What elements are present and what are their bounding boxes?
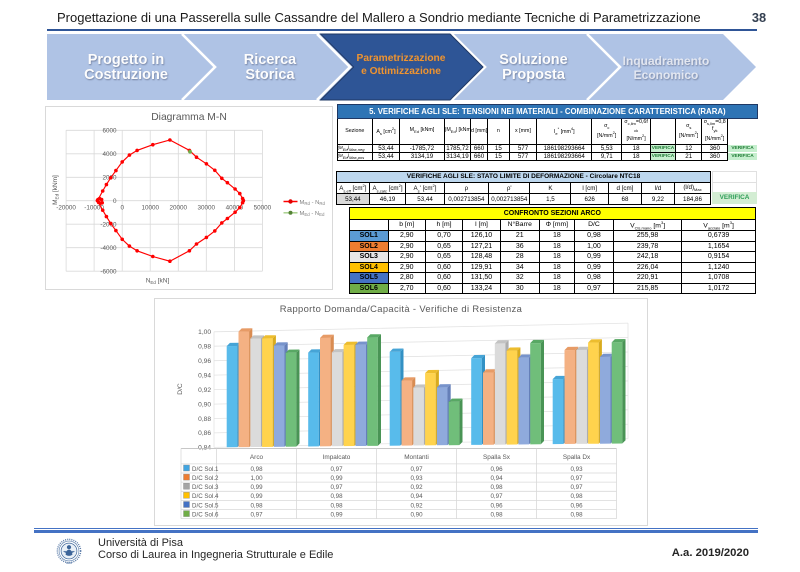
- svg-text:0,99: 0,99: [250, 493, 263, 500]
- svg-text:0,98: 0,98: [198, 344, 211, 351]
- svg-text:0: 0: [120, 205, 124, 212]
- svg-text:0,99: 0,99: [250, 484, 263, 491]
- svg-text:50000: 50000: [254, 205, 272, 212]
- svg-text:1,00: 1,00: [198, 329, 211, 336]
- svg-text:4000: 4000: [102, 151, 117, 158]
- svg-text:NEd [kN]: NEd [kN]: [146, 278, 170, 286]
- svg-text:D/C Sol.5: D/C Sol.5: [192, 502, 219, 509]
- svg-text:-4000: -4000: [100, 245, 117, 252]
- svg-text:Impalcato: Impalcato: [323, 454, 351, 461]
- svg-text:0,90: 0,90: [410, 512, 423, 519]
- svg-text:-6000: -6000: [100, 268, 117, 275]
- svg-text:0,96: 0,96: [570, 502, 583, 509]
- svg-text:0,93: 0,93: [570, 466, 583, 473]
- svg-text:Arco: Arco: [250, 454, 264, 461]
- svg-text:0,96: 0,96: [198, 358, 211, 365]
- svg-text:0,99: 0,99: [330, 512, 343, 519]
- svg-text:0,96: 0,96: [490, 466, 503, 473]
- svg-text:0,98: 0,98: [490, 484, 503, 491]
- svg-text:0,90: 0,90: [198, 401, 211, 408]
- svg-text:MEd [kNm]: MEd [kNm]: [52, 175, 60, 205]
- svg-text:0,97: 0,97: [490, 493, 503, 500]
- svg-text:0,98: 0,98: [490, 512, 503, 519]
- svg-text:30000: 30000: [198, 205, 216, 212]
- svg-text:0,97: 0,97: [410, 466, 423, 473]
- svg-text:10000: 10000: [141, 205, 159, 212]
- svg-text:0,97: 0,97: [570, 484, 583, 491]
- svg-text:0,86: 0,86: [198, 430, 211, 437]
- svg-text:0,92: 0,92: [410, 502, 423, 509]
- svg-text:1343: 1343: [66, 561, 72, 565]
- svg-text:Spalla Sx: Spalla Sx: [483, 454, 511, 461]
- svg-text:0,98: 0,98: [330, 502, 343, 509]
- svg-text:0,98: 0,98: [570, 512, 583, 519]
- svg-text:0,98: 0,98: [570, 493, 583, 500]
- svg-text:Montanti: Montanti: [404, 454, 429, 461]
- svg-text:0,97: 0,97: [250, 512, 263, 519]
- svg-text:0,94: 0,94: [490, 475, 503, 482]
- svg-text:0,97: 0,97: [330, 484, 343, 491]
- svg-text:D/C Sol.4: D/C Sol.4: [192, 493, 219, 500]
- svg-text:0,97: 0,97: [330, 466, 343, 473]
- svg-text:D/C Sol.2: D/C Sol.2: [192, 475, 219, 482]
- svg-text:0,94: 0,94: [410, 493, 423, 500]
- svg-text:6000: 6000: [102, 128, 117, 135]
- svg-text:0,92: 0,92: [410, 484, 423, 491]
- svg-text:1,00: 1,00: [250, 475, 263, 482]
- svg-text:0,97: 0,97: [570, 475, 583, 482]
- svg-text:0,99: 0,99: [330, 475, 343, 482]
- svg-text:-20000: -20000: [56, 205, 76, 212]
- svg-text:-2000: -2000: [100, 221, 117, 228]
- svg-text:20000: 20000: [170, 205, 188, 212]
- svg-text:D/C Sol.3: D/C Sol.3: [192, 484, 219, 491]
- svg-text:0,96: 0,96: [490, 502, 503, 509]
- svg-text:0: 0: [113, 198, 117, 205]
- svg-text:MEd - NEd: MEd - NEd: [300, 211, 325, 217]
- svg-text:-10000: -10000: [84, 205, 104, 212]
- svg-text:Spalla Dx: Spalla Dx: [563, 454, 591, 461]
- svg-text:0,98: 0,98: [250, 466, 263, 473]
- svg-text:0,94: 0,94: [198, 372, 211, 379]
- svg-text:40000: 40000: [226, 205, 244, 212]
- svg-text:0,88: 0,88: [198, 416, 211, 423]
- svg-text:D/C Sol.1: D/C Sol.1: [192, 466, 219, 473]
- svg-text:0,98: 0,98: [250, 502, 263, 509]
- svg-text:D/C: D/C: [177, 383, 184, 395]
- svg-text:MRd - NRd: MRd - NRd: [300, 200, 326, 206]
- svg-text:0,98: 0,98: [330, 493, 343, 500]
- svg-text:D/C Sol.6: D/C Sol.6: [192, 512, 219, 519]
- svg-text:0,92: 0,92: [198, 387, 211, 394]
- svg-text:0,93: 0,93: [410, 475, 423, 482]
